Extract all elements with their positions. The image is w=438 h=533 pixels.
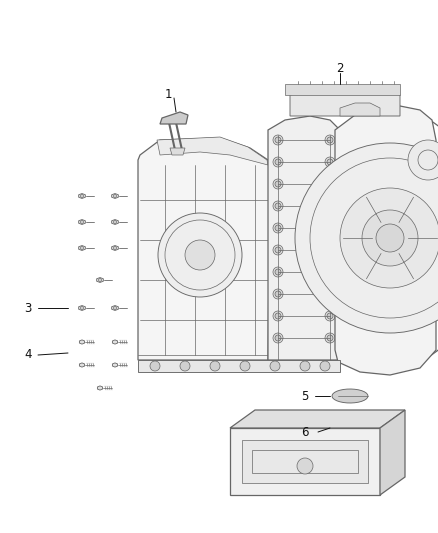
- Circle shape: [275, 225, 281, 231]
- Circle shape: [327, 269, 333, 275]
- Polygon shape: [242, 440, 368, 483]
- Circle shape: [327, 247, 333, 253]
- Circle shape: [325, 333, 335, 343]
- Circle shape: [275, 203, 281, 209]
- Polygon shape: [79, 193, 85, 198]
- Circle shape: [325, 135, 335, 145]
- Polygon shape: [79, 220, 85, 224]
- Circle shape: [275, 313, 281, 319]
- Circle shape: [275, 335, 281, 341]
- Text: 1: 1: [164, 88, 172, 101]
- Text: 6: 6: [301, 425, 309, 439]
- Circle shape: [240, 361, 250, 371]
- Polygon shape: [160, 112, 188, 124]
- Circle shape: [273, 157, 283, 167]
- Circle shape: [273, 179, 283, 189]
- Circle shape: [327, 313, 333, 319]
- Polygon shape: [112, 193, 118, 198]
- Polygon shape: [79, 246, 85, 251]
- Circle shape: [150, 361, 160, 371]
- Text: 4: 4: [24, 349, 32, 361]
- Polygon shape: [170, 148, 185, 155]
- Circle shape: [325, 201, 335, 211]
- Circle shape: [327, 335, 333, 341]
- Circle shape: [320, 361, 330, 371]
- Circle shape: [275, 159, 281, 165]
- Circle shape: [327, 225, 333, 231]
- Circle shape: [275, 269, 281, 275]
- Polygon shape: [113, 363, 117, 367]
- Polygon shape: [138, 138, 270, 360]
- Circle shape: [275, 291, 281, 297]
- Circle shape: [327, 137, 333, 143]
- Circle shape: [275, 247, 281, 253]
- Polygon shape: [112, 220, 118, 224]
- Polygon shape: [290, 88, 400, 116]
- Polygon shape: [230, 428, 380, 495]
- Circle shape: [297, 458, 313, 474]
- Polygon shape: [380, 410, 405, 495]
- Circle shape: [270, 361, 280, 371]
- Polygon shape: [97, 278, 103, 282]
- Circle shape: [273, 289, 283, 299]
- Circle shape: [327, 291, 333, 297]
- Text: 5: 5: [301, 390, 309, 402]
- Polygon shape: [157, 137, 268, 165]
- Circle shape: [210, 361, 220, 371]
- Polygon shape: [79, 340, 85, 344]
- Polygon shape: [335, 106, 436, 375]
- Polygon shape: [79, 363, 85, 367]
- Circle shape: [295, 143, 438, 333]
- Polygon shape: [79, 305, 85, 310]
- Polygon shape: [285, 84, 400, 95]
- Polygon shape: [112, 246, 118, 251]
- Polygon shape: [268, 116, 340, 360]
- Text: 2: 2: [336, 61, 344, 75]
- Circle shape: [275, 137, 281, 143]
- Polygon shape: [332, 389, 368, 403]
- Circle shape: [325, 311, 335, 321]
- Circle shape: [325, 267, 335, 277]
- Circle shape: [273, 333, 283, 343]
- Circle shape: [180, 361, 190, 371]
- Circle shape: [327, 181, 333, 187]
- Circle shape: [158, 213, 242, 297]
- Circle shape: [273, 267, 283, 277]
- Circle shape: [327, 159, 333, 165]
- Circle shape: [376, 224, 404, 252]
- Circle shape: [185, 240, 215, 270]
- Circle shape: [327, 203, 333, 209]
- Circle shape: [340, 188, 438, 288]
- Polygon shape: [113, 340, 117, 344]
- Circle shape: [273, 223, 283, 233]
- Circle shape: [325, 223, 335, 233]
- Circle shape: [275, 181, 281, 187]
- Polygon shape: [112, 305, 118, 310]
- Circle shape: [300, 361, 310, 371]
- Polygon shape: [340, 103, 380, 116]
- Circle shape: [325, 289, 335, 299]
- Circle shape: [273, 245, 283, 255]
- Circle shape: [273, 201, 283, 211]
- Text: 3: 3: [25, 302, 32, 314]
- Circle shape: [273, 135, 283, 145]
- Polygon shape: [97, 386, 102, 390]
- Circle shape: [362, 210, 418, 266]
- Circle shape: [408, 140, 438, 180]
- Polygon shape: [230, 410, 405, 428]
- Circle shape: [325, 179, 335, 189]
- Circle shape: [325, 245, 335, 255]
- Circle shape: [273, 311, 283, 321]
- Polygon shape: [138, 360, 340, 372]
- Circle shape: [325, 157, 335, 167]
